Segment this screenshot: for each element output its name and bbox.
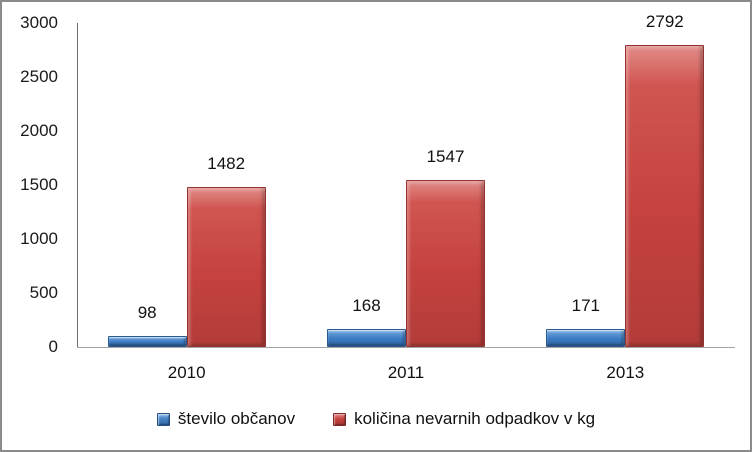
data-label-2010-series-2: 1482 [207, 154, 246, 173]
series-1-swatch-icon [156, 412, 170, 426]
legend-label-series-2: količina nevarnih odpadkov v kg [354, 409, 596, 428]
x-axis-category-label: 2011 [387, 363, 425, 382]
y-axis-tick-label: 0 [48, 337, 58, 356]
chart-legend: število občanov količina nevarnih odpadk… [2, 404, 750, 434]
bar-2013-series-1 [546, 329, 626, 347]
series-2-swatch-icon [333, 412, 347, 426]
legend-label-series-1: število občanov [177, 409, 296, 428]
x-axis-line [77, 347, 735, 348]
bar-2013-series-2 [625, 45, 705, 347]
x-axis-category-label: 2010 [167, 363, 206, 382]
data-label-2010-series-1: 98 [137, 303, 157, 322]
legend-item-series-1: število občanov [156, 409, 296, 429]
y-axis-tick-label: 1000 [20, 229, 58, 248]
bar-2010-series-1 [107, 336, 187, 347]
data-label-2011-series-1: 168 [352, 296, 381, 315]
data-label-2011-series-2: 1547 [426, 147, 465, 166]
legend-item-series-2: količina nevarnih odpadkov v kg [333, 409, 595, 429]
y-axis-tick-label: 2500 [20, 67, 58, 86]
y-axis-tick-label: 500 [29, 283, 58, 302]
bar-2011-series-2 [406, 180, 485, 347]
bar-2011-series-1 [327, 329, 406, 347]
bar-2010-series-2 [186, 187, 266, 347]
x-axis-category-label: 2013 [606, 363, 645, 382]
y-axis-tick-label: 2000 [20, 121, 58, 140]
y-axis-line [77, 23, 78, 347]
data-label-2013-series-1: 171 [571, 296, 601, 315]
data-label-2013-series-2: 2792 [645, 12, 684, 31]
y-axis-tick-label: 3000 [20, 13, 58, 32]
y-axis-tick-label: 1500 [20, 175, 58, 194]
